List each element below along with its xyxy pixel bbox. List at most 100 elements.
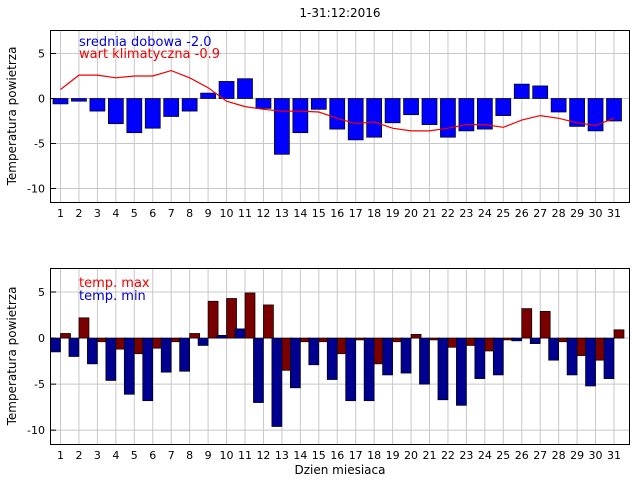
- x-tick-label: 24: [478, 207, 492, 220]
- bottom-legend-min: temp. min: [79, 289, 146, 304]
- bar-mean-day-1: [52, 98, 69, 105]
- bar-mean-day-14: [292, 98, 309, 134]
- bar-mean-day-9: [200, 92, 216, 99]
- x-tick-label: 10: [220, 207, 234, 220]
- bar-mean-day-15: [310, 98, 327, 110]
- top-chart-y-label: Temperatura powietrza: [5, 47, 19, 187]
- bar-mean-day-16: [329, 98, 346, 130]
- x-tick-label: 8: [186, 449, 193, 462]
- x-tick-label: 5: [131, 207, 138, 220]
- x-tick-label: 19: [386, 449, 400, 462]
- bar-max-day-26: [521, 308, 533, 339]
- bar-mean-day-21: [421, 98, 438, 125]
- x-tick-label: 2: [75, 207, 82, 220]
- x-tick-label: 21: [423, 207, 437, 220]
- bar-min-day-25: [492, 337, 504, 376]
- x-tick-label: 20: [404, 207, 418, 220]
- x-tick-label: 4: [112, 207, 119, 220]
- x-tick-label: 8: [186, 207, 193, 220]
- bar-mean-day-3: [89, 98, 106, 112]
- bottom-chart-bars: [50, 292, 625, 427]
- x-tick-label: 1: [57, 449, 64, 462]
- y-tick-label: 0: [38, 93, 45, 106]
- x-tick-label: 11: [238, 207, 252, 220]
- bar-mean-day-12: [255, 98, 272, 109]
- bar-min-day-1: [50, 337, 61, 353]
- x-tick-label: 30: [589, 449, 603, 462]
- bar-mean-day-11: [237, 78, 253, 99]
- bar-mean-day-24: [477, 98, 493, 130]
- x-tick-label: 1: [57, 207, 64, 220]
- x-tick-label: 14: [293, 449, 307, 462]
- x-tick-label: 13: [275, 207, 289, 220]
- y-tick-label: -10: [27, 424, 45, 437]
- x-tick-label: 16: [330, 449, 344, 462]
- bar-mean-day-28: [550, 98, 567, 113]
- bar-mean-day-23: [458, 98, 475, 132]
- top-legend-climate: wart klimatyczna -0.9: [79, 47, 220, 62]
- bottom-chart-frame: [50, 268, 630, 445]
- bottom-chart-x-ticks: 1 2 3 4 5 6 7 8 9 10 11 12 13 14 15 16 17 18 19 20 21 22 23 24 2…: [57, 449, 621, 462]
- bottom-chart-y-ticks: 5 0 -5 -10: [27, 286, 56, 437]
- x-tick-label: 28: [552, 449, 566, 462]
- bar-max-day-8: [189, 333, 200, 339]
- bar-min-day-2: [68, 337, 80, 357]
- bar-mean-day-5: [126, 98, 143, 134]
- x-tick-label: 26: [515, 449, 529, 462]
- y-tick-label: -5: [34, 378, 45, 391]
- bar-max-day-2: [78, 317, 90, 339]
- bar-mean-day-30: [587, 98, 604, 132]
- bar-min-day-8: [179, 337, 190, 372]
- bottom-legend-max: temp. max: [79, 276, 150, 291]
- bar-mean-day-27: [532, 85, 549, 99]
- bar-mean-day-20: [403, 98, 419, 116]
- x-tick-label: 15: [312, 449, 326, 462]
- x-tick-label: 9: [205, 449, 212, 462]
- bar-min-day-24: [474, 337, 486, 379]
- bar-min-day-28: [548, 337, 560, 361]
- top-chart-x-ticks: 1 2 3 4 5 6 7 8 9 10 11 12 13 14 15 16 17 18 19 20 21 22 23 24 2…: [57, 207, 621, 220]
- x-tick-label: 24: [478, 449, 492, 462]
- x-tick-label: 14: [293, 207, 307, 220]
- bar-mean-day-22: [440, 98, 456, 138]
- chart-title: 1-31:12:2016: [299, 6, 380, 20]
- bar-mean-day-10: [218, 81, 235, 99]
- x-tick-label: 27: [533, 449, 547, 462]
- y-tick-label: 0: [38, 332, 45, 345]
- x-tick-label: 22: [441, 207, 455, 220]
- bar-mean-day-2: [71, 98, 87, 102]
- x-tick-label: 20: [404, 449, 418, 462]
- x-tick-label: 5: [131, 449, 138, 462]
- bar-min-day-5: [123, 337, 135, 395]
- bar-max-day-20: [410, 334, 422, 339]
- top-chart-line: [60, 69, 615, 132]
- bar-mean-day-13: [274, 98, 290, 155]
- bar-max-day-27: [539, 311, 551, 339]
- bar-max-day-10: [226, 298, 237, 339]
- bar-min-day-23: [456, 337, 467, 406]
- bar-min-day-16: [326, 337, 338, 380]
- y-tick-label: -10: [27, 183, 45, 196]
- top-chart-frame: [50, 30, 630, 203]
- bar-min-day-15: [308, 337, 320, 366]
- x-tick-label: 23: [459, 449, 473, 462]
- x-tick-label: 7: [168, 207, 175, 220]
- bottom-chart-y-label: Temperatura powietrza: [5, 287, 19, 427]
- x-tick-label: 15: [312, 207, 326, 220]
- x-tick-label: 16: [330, 207, 344, 220]
- climate-norm-line: [60, 69, 615, 132]
- x-tick-label: 3: [94, 207, 101, 220]
- y-tick-label: 5: [38, 286, 45, 299]
- x-tick-label: 22: [441, 449, 455, 462]
- bar-min-day-31: [603, 337, 615, 379]
- bar-min-day-30: [585, 337, 596, 387]
- x-tick-label: 10: [220, 449, 234, 462]
- bar-min-day-22: [437, 337, 449, 401]
- bar-mean-day-8: [181, 98, 198, 112]
- bar-min-day-27: [529, 337, 541, 344]
- top-chart-bars: [52, 78, 622, 155]
- bar-mean-day-31: [606, 98, 622, 122]
- top-legend-mean: srednia dobowa -2.0: [79, 35, 212, 50]
- x-tick-label: 21: [423, 449, 437, 462]
